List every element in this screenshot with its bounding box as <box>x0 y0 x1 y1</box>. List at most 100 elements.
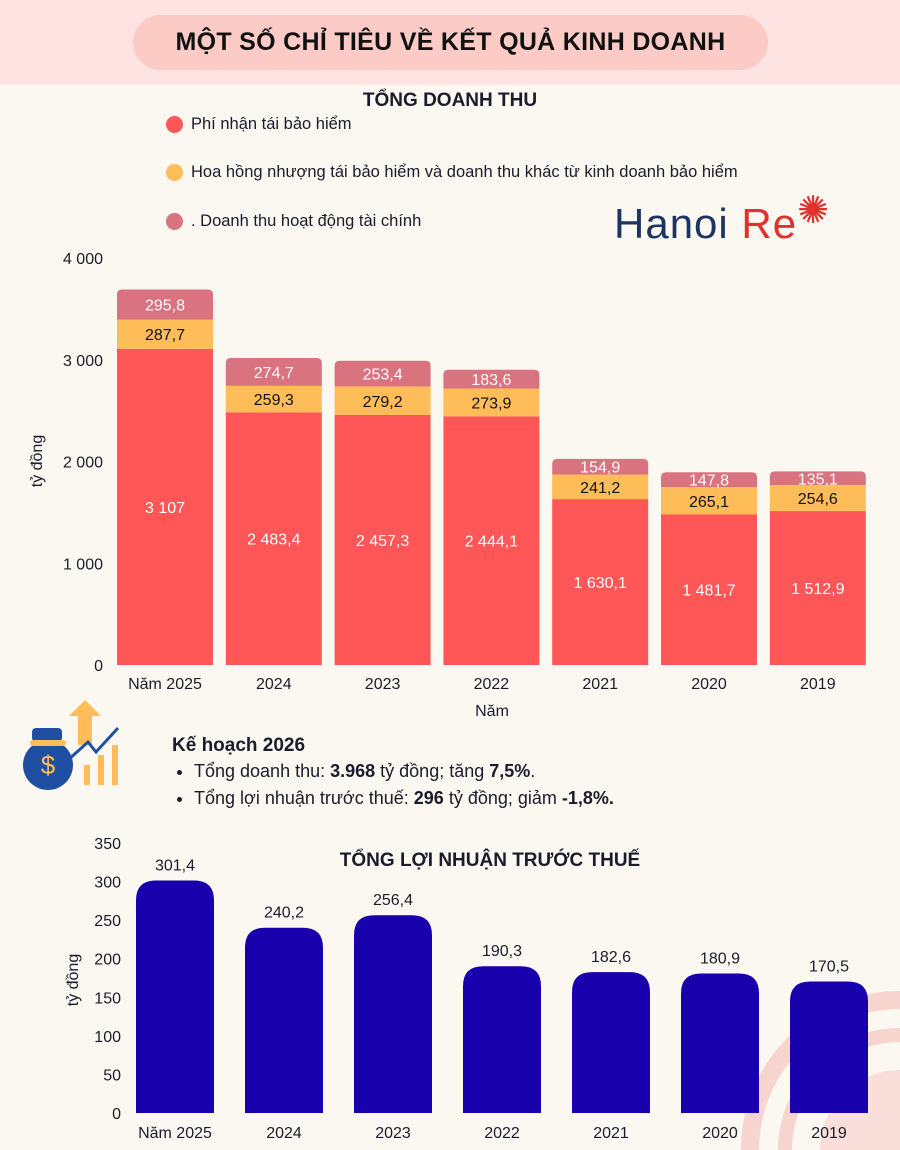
x-tick-label: 2022 <box>474 676 510 693</box>
x-tick-label: 2020 <box>702 1125 738 1142</box>
legend-label: Phí nhận tái bảo hiểm <box>191 115 352 133</box>
data-label: 154,9 <box>580 460 620 477</box>
y-tick-label: 250 <box>94 913 121 930</box>
bar-segment <box>117 319 213 349</box>
logo-star-icon: ✺ <box>797 190 830 232</box>
plan-profit: Tổng lợi nhuận trước thuế: 296 tỷ đồng; … <box>194 788 614 809</box>
bar <box>681 973 759 1113</box>
bar-segment <box>661 487 757 515</box>
bar-segment <box>225 385 322 413</box>
y-tick-label: 200 <box>94 952 121 969</box>
bar-segment <box>334 386 431 415</box>
data-label: 256,4 <box>373 892 413 909</box>
data-label: 254,6 <box>798 491 838 508</box>
legend-label: Hoa hồng nhượng tái bảo hiểm và doanh th… <box>191 163 738 181</box>
y-tick-label: 150 <box>94 990 121 1007</box>
revenue-chart: 0 1 000 2 000 3 000 4 000 tỷ đồng Năm 3 107 287,… <box>29 251 866 720</box>
data-label: 279,2 <box>363 394 403 411</box>
data-label: 241,2 <box>580 480 620 497</box>
legend-item-commission: Hoa hồng nhượng tái bảo hiểm và doanh th… <box>166 163 738 182</box>
data-label: 253,4 <box>363 367 403 384</box>
bar-segment <box>443 416 540 665</box>
data-label: 2 483,4 <box>247 532 300 549</box>
svg-text:$: $ <box>41 750 56 780</box>
hanoi-re-logo: Hanoi Re✺ <box>614 190 830 247</box>
x-tick-label: 2021 <box>582 676 618 693</box>
legend-label: . Doanh thu hoạt động tài chính <box>191 212 422 230</box>
y-tick-label: 0 <box>112 1106 121 1123</box>
bar-segment <box>117 289 213 320</box>
bar <box>245 927 323 1113</box>
bar-segment <box>661 514 757 665</box>
legend-item-financial: . Doanh thu hoạt động tài chính <box>166 212 421 231</box>
bar-segment <box>552 499 649 665</box>
page-title: MỘT SỐ CHỈ TIÊU VỀ KẾT QUẢ KINH DOANH <box>133 15 768 70</box>
legend-swatch <box>166 213 183 230</box>
x-axis-label: Năm <box>475 703 509 720</box>
bar-segment <box>661 472 757 488</box>
bar-segment <box>334 414 431 665</box>
x-tick-label: 2019 <box>811 1125 847 1142</box>
bar <box>572 972 650 1113</box>
profit-chart-title: TỔNG LỢI NHUẬN TRƯỚC THUẾ <box>339 850 641 871</box>
data-label: 3 107 <box>145 500 185 517</box>
y-axis-label: tỷ đồng <box>29 435 46 487</box>
y-tick-label: 50 <box>103 1067 121 1084</box>
bar <box>790 981 868 1113</box>
data-label: 2 457,3 <box>356 533 409 550</box>
x-tick-label: 2022 <box>484 1125 520 1142</box>
profit-chart: 0 50 100 150 200 250 300 350 tỷ đồng 301,4 Năm 202… <box>65 836 868 1142</box>
legend-swatch <box>166 116 183 133</box>
bar-segment <box>552 474 649 500</box>
plan-2026: Kế hoạch 2026 Tổng doanh thu: 3.968 tỷ đ… <box>172 735 614 815</box>
bar-segment <box>117 348 213 665</box>
bar-segment <box>443 369 540 389</box>
x-tick-label: 2023 <box>365 676 401 693</box>
bar <box>136 880 214 1113</box>
plan-icon: $ <box>23 700 120 790</box>
bar-segment <box>225 412 322 665</box>
data-label: 287,7 <box>145 327 185 344</box>
y-tick-label: 3 000 <box>63 353 103 370</box>
bar-segment <box>443 388 540 417</box>
data-label: 182,6 <box>591 949 631 966</box>
x-tick-label: 2019 <box>800 676 836 693</box>
x-tick-label: Năm 2025 <box>138 1125 212 1142</box>
plan-revenue: Tổng doanh thu: 3.968 tỷ đồng; tăng 7,5%… <box>194 761 614 782</box>
data-label: 1 512,9 <box>791 581 844 598</box>
data-label: 259,3 <box>254 392 294 409</box>
x-tick-label: 2024 <box>266 1125 302 1142</box>
legend-swatch <box>166 164 183 181</box>
data-label: 240,2 <box>264 905 304 922</box>
legend-item-premium: Phí nhận tái bảo hiểm <box>166 115 352 134</box>
data-label: 170,5 <box>809 958 849 975</box>
bar <box>354 915 432 1113</box>
y-tick-label: 1 000 <box>63 556 103 573</box>
data-label: 190,3 <box>482 943 522 960</box>
bar-segment <box>552 458 649 475</box>
x-tick-label: Năm 2025 <box>128 676 202 693</box>
data-label: 295,8 <box>145 298 185 315</box>
data-label: 180,9 <box>700 950 740 967</box>
data-label: 274,7 <box>254 365 294 382</box>
data-label: 273,9 <box>471 395 511 412</box>
bar-segment <box>769 471 866 486</box>
bar <box>463 966 541 1113</box>
x-tick-label: 2020 <box>691 676 727 693</box>
plan-title: Kế hoạch 2026 <box>172 735 306 756</box>
bar-segment <box>769 511 866 665</box>
data-label: 301,4 <box>155 857 195 874</box>
y-tick-label: 350 <box>94 836 121 853</box>
data-label: 2 444,1 <box>465 534 518 551</box>
bar-segment <box>769 485 866 512</box>
y-axis-label: tỷ đồng <box>65 954 82 1006</box>
bar-segment <box>225 357 322 386</box>
data-label: 1 630,1 <box>574 575 627 592</box>
data-label: 147,8 <box>689 473 729 490</box>
data-label: 135,1 <box>798 471 838 488</box>
y-tick-label: 300 <box>94 875 121 892</box>
data-label: 265,1 <box>689 494 729 511</box>
y-tick-label: 100 <box>94 1029 121 1046</box>
x-tick-label: 2024 <box>256 676 292 693</box>
